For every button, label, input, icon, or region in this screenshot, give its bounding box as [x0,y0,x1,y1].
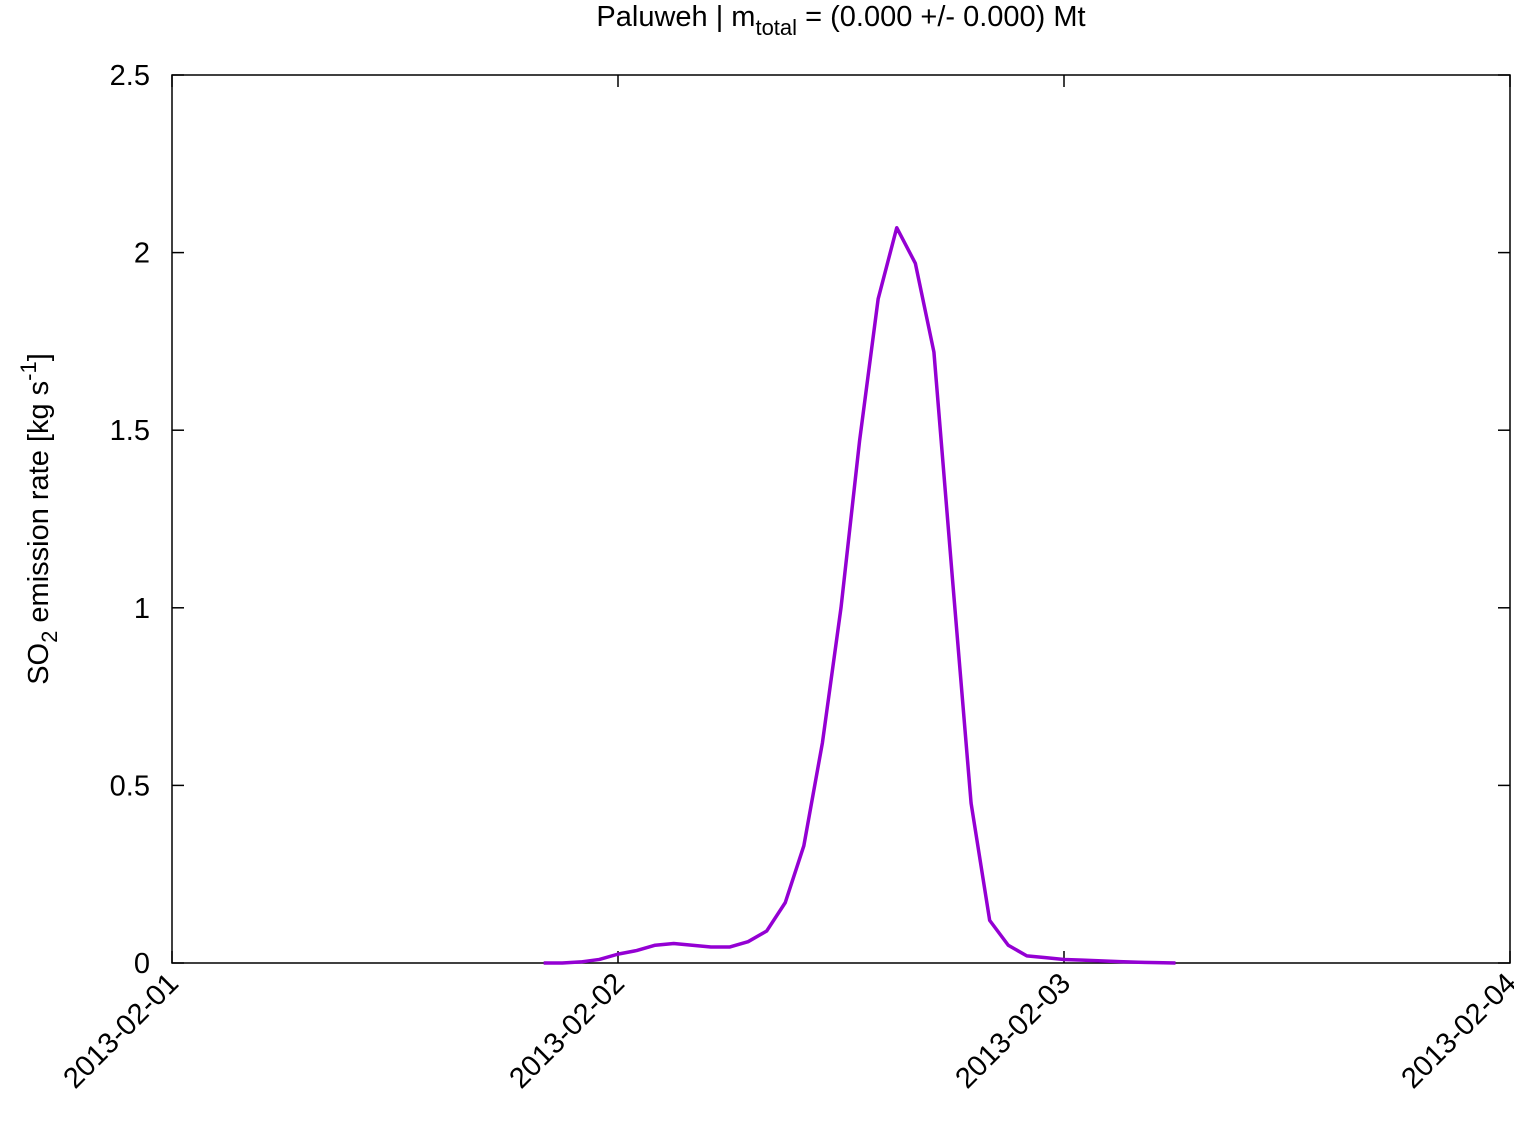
data-line [543,225,1176,965]
x-tick-label: 2013-02-03 [949,967,1077,1095]
y-label-text: ] [23,353,55,361]
title-text: Paluweh | m [596,1,755,33]
y-tick-label: 1 [134,593,150,625]
y-tick-label: 2.5 [110,60,150,92]
y-tick-label: 0 [134,948,150,980]
x-tick-label: 2013-02-01 [57,967,185,1095]
title-text: = (0.000 +/- 0.000) Mt [797,1,1086,33]
y-label-text: SO [23,643,55,685]
y-label-text: emission rate [kg s [23,381,55,631]
plot-frame [171,74,1511,964]
y-label-superscript: -1 [16,361,41,381]
x-tick-label: 2013-02-04 [1395,967,1514,1095]
x-tick-label: 2013-02-02 [503,967,631,1095]
y-label-subscript: 2 [37,631,62,643]
y-axis-label: SO2 emission rate [kg s-1] [16,353,62,685]
y-tick-label: 2 [134,238,150,270]
chart-title: Paluweh | mtotal = (0.000 +/- 0.000) Mt [596,1,1085,40]
y-tick-label: 1.5 [110,415,150,447]
title-subscript: total [755,15,797,40]
y-tick-label: 0.5 [110,770,150,802]
